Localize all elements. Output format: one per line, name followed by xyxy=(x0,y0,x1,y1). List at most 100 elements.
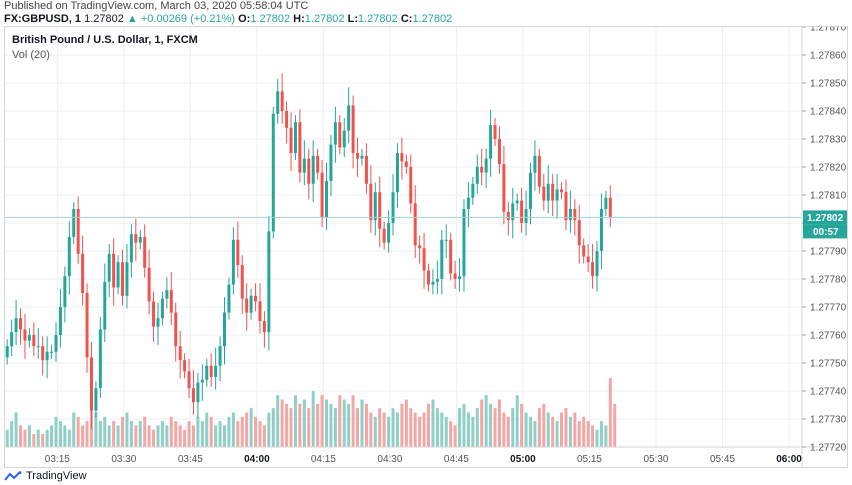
volume-bar xyxy=(382,412,386,447)
symbol-label[interactable]: FX:GBPUSD, 1 xyxy=(4,13,82,25)
volume-bar xyxy=(63,425,67,447)
candle-body xyxy=(515,200,519,204)
x-tick-label: 04:00 xyxy=(244,454,270,465)
volume-bar xyxy=(387,416,391,447)
candle-body xyxy=(249,295,253,313)
volume-bar xyxy=(413,412,417,447)
y-tick-label: 1.27760 xyxy=(810,331,847,342)
candle-body xyxy=(205,365,209,380)
candle-body xyxy=(356,153,360,159)
volume-bar xyxy=(169,416,173,447)
volume-bar xyxy=(320,395,324,447)
candle-body xyxy=(103,281,107,330)
volume-bar xyxy=(156,425,160,447)
candle-body xyxy=(537,155,541,187)
tradingview-logo[interactable]: TradingView xyxy=(4,470,87,482)
candle-body xyxy=(218,346,222,366)
volume-bar xyxy=(502,412,506,447)
candle-body xyxy=(418,245,422,249)
volume-bar xyxy=(555,421,559,447)
volume-indicator-label[interactable]: Vol (20) xyxy=(12,49,50,61)
volume-bar xyxy=(480,399,484,447)
candle-body xyxy=(546,183,550,201)
candle-body xyxy=(524,209,528,223)
volume-bar xyxy=(462,403,466,447)
x-tick-label: 03:30 xyxy=(111,454,136,465)
y-tick-label: 1.27820 xyxy=(810,163,847,174)
volume-bar xyxy=(19,425,23,447)
volume-bar xyxy=(45,429,49,447)
volume-bar xyxy=(449,421,453,447)
volume-bar xyxy=(218,421,222,447)
candle-body xyxy=(466,197,470,209)
candle-body xyxy=(475,167,479,184)
volume-bar xyxy=(209,416,213,447)
x-tick-label: 06:00 xyxy=(776,454,802,465)
tradingview-logo-icon xyxy=(4,470,22,481)
volume-bar xyxy=(422,412,426,447)
candle-body xyxy=(555,189,559,201)
candle-body xyxy=(351,105,355,153)
chart-title[interactable]: British Pound / U.S. Dollar, 1, FXCM xyxy=(12,34,198,46)
candle-body xyxy=(187,371,191,389)
candle-body xyxy=(325,181,329,218)
high-label: H: xyxy=(293,13,305,25)
candle-body xyxy=(564,192,568,221)
candle-body xyxy=(89,357,93,411)
volume-bar xyxy=(395,412,399,447)
candle-body xyxy=(143,237,147,268)
candle-body xyxy=(608,197,612,218)
volume-bar xyxy=(240,416,244,447)
volume-bar xyxy=(227,416,231,447)
volume-bar xyxy=(533,421,537,447)
candle-body xyxy=(387,223,391,243)
volume-bar xyxy=(537,408,541,447)
y-tick-label: 1.27810 xyxy=(810,191,847,202)
volume-bar xyxy=(524,412,528,447)
candle-body xyxy=(258,301,262,321)
candle-body xyxy=(502,164,506,212)
volume-bar xyxy=(32,434,36,447)
volume-bar xyxy=(515,395,519,447)
candle-body xyxy=(582,245,586,257)
candle-body xyxy=(129,234,133,263)
volume-bar xyxy=(72,412,76,447)
volume-bar xyxy=(103,416,107,447)
volume-bar xyxy=(351,395,355,447)
candle-body xyxy=(542,186,546,201)
y-tick-label: 1.27840 xyxy=(810,107,847,118)
volume-bar xyxy=(564,408,568,447)
volume-bar xyxy=(316,403,320,447)
candle-body xyxy=(183,360,187,372)
volume-bar xyxy=(98,421,102,447)
candle-body xyxy=(493,125,497,139)
candle-body xyxy=(223,312,227,347)
candle-body xyxy=(32,335,36,347)
candle-body xyxy=(347,105,351,131)
volume-bar xyxy=(573,412,577,447)
candle-body xyxy=(435,279,439,282)
candle-body xyxy=(307,158,311,184)
published-note: Published on TradingView.com, March 03, … xyxy=(4,0,309,12)
volume-bar xyxy=(289,408,293,447)
volume-bar xyxy=(152,429,156,447)
symbol-ohlc-line: FX:GBPUSD, 1 1.27802 ▲ +0.00269 (+0.21%)… xyxy=(4,13,452,25)
candle-body xyxy=(458,276,462,279)
x-tick-label: 04:45 xyxy=(444,454,469,465)
candle-body xyxy=(462,209,466,277)
chart-pane[interactable]: 1.27720 1.27730 1.27740 1.27750 1.27760 1.277… xyxy=(4,26,848,468)
candle-body xyxy=(200,379,204,383)
candle-body xyxy=(400,153,404,162)
x-tick-label: 04:30 xyxy=(377,454,402,465)
candle-body xyxy=(591,262,595,277)
volume-bar xyxy=(542,403,546,447)
volume-bar xyxy=(214,425,218,447)
volume-bar xyxy=(582,416,586,447)
volume-bar xyxy=(497,399,501,447)
price-chart[interactable]: 1.27720 1.27730 1.27740 1.27750 1.27760 1.277… xyxy=(5,27,847,467)
candle-body xyxy=(568,209,572,221)
candle-body xyxy=(45,351,49,361)
volume-bar xyxy=(121,416,125,447)
volume-bar xyxy=(196,416,200,447)
candle-body xyxy=(67,237,71,277)
